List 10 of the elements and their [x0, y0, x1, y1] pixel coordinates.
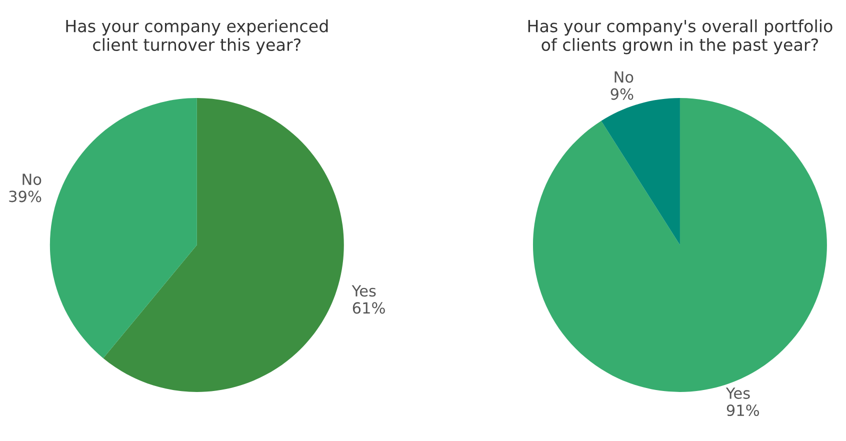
- slice-label: Yes: [726, 388, 750, 399]
- data-label: 91%: [726, 404, 760, 416]
- slice-label: Yes: [352, 285, 376, 297]
- data-label: 61%: [352, 302, 385, 314]
- slice-label: No: [22, 174, 42, 186]
- data-label: 39%: [9, 190, 42, 202]
- data-label: 9%: [610, 88, 634, 100]
- chart-title: Has your company's overall portfolio of clients grown in the past year?: [528, 19, 832, 54]
- slice-label: No: [614, 71, 634, 83]
- chart-title: Has your company experienced client turnover this year?: [66, 19, 328, 54]
